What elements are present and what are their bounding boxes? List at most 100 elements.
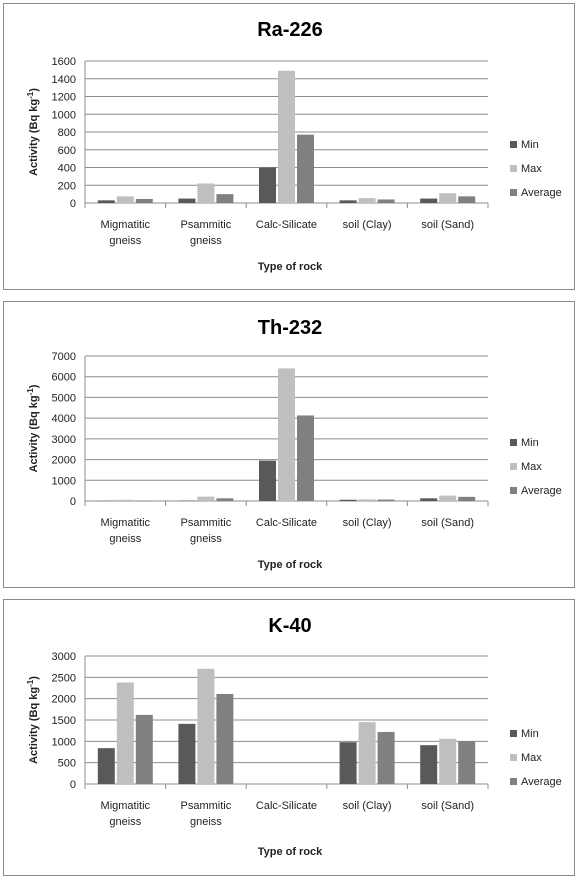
bar-min [339, 499, 357, 501]
bar-max [278, 368, 295, 501]
category-label: Migmatitic gneiss [101, 800, 151, 828]
legend-label-average: Average [521, 187, 562, 199]
y-tick-label: 7000 [52, 351, 76, 363]
bar-average [377, 499, 395, 501]
y-axis-title: Activity (Bq kg-1) [26, 384, 40, 472]
y-tick-label: 3000 [52, 651, 76, 663]
y-tick-label: 2000 [52, 455, 76, 467]
bar-average [458, 496, 476, 501]
legend-label-max: Max [521, 752, 542, 764]
y-tick-label: 1600 [52, 56, 76, 68]
bar-max [116, 499, 134, 501]
category-label: Psammitic gneiss [181, 800, 232, 828]
category-label: soil (Clay) [343, 219, 392, 231]
chart-svg-k40: K-40 0 500 1000 1500 2000 2500 3000 Migmatitic gn… [26, 615, 562, 858]
bar-max [439, 495, 457, 501]
category-label: Migmatitic gneiss [101, 219, 151, 247]
bar-average [297, 134, 314, 203]
category-label: soil (Sand) [421, 219, 474, 231]
chart-svg-th232: Th-232 0 1000 2000 3000 4000 5000 6000 7000 Migma… [26, 317, 562, 571]
x-axis-title: Type of rock [258, 846, 323, 858]
y-tick-label: 1500 [52, 715, 76, 727]
bar-min [178, 723, 196, 784]
y-axis-title: Activity (Bq kg-1) [26, 88, 40, 176]
bar-average [216, 693, 234, 784]
y-tick-label: 500 [58, 758, 76, 770]
bar-min [420, 198, 438, 203]
category-label: Psammitic gneiss [181, 219, 232, 247]
y-tick-label: 1000 [52, 475, 76, 487]
bar-max [116, 196, 134, 203]
y-tick-label: 600 [58, 145, 76, 157]
category-label: Calc-Silicate [256, 219, 317, 231]
bar-min [339, 200, 357, 203]
y-tick-label: 3000 [52, 434, 76, 446]
bar-average [297, 415, 314, 501]
legend-label-average: Average [521, 776, 562, 788]
bar-average [216, 194, 234, 203]
y-axis-title: Activity (Bq kg-1) [26, 676, 40, 764]
bar-min [420, 498, 438, 501]
bar-min [259, 460, 276, 501]
category-label: Psammitic gneiss [181, 517, 232, 545]
bar-average [458, 196, 476, 203]
bar-max [197, 496, 215, 501]
bar-average [377, 199, 395, 203]
bar-min [420, 745, 438, 784]
legend-label-min: Min [521, 728, 539, 740]
y-tick-label: 1000 [52, 109, 76, 121]
y-tick-label: 1400 [52, 74, 76, 86]
category-label: soil (Sand) [421, 517, 474, 529]
bar-max [358, 198, 376, 203]
bar-min [259, 167, 276, 203]
chart-title: Ra-226 [257, 19, 323, 41]
y-tick-label: 2500 [52, 672, 76, 684]
bar-min [178, 198, 196, 203]
bar-min [339, 742, 357, 784]
bar-max [116, 682, 134, 784]
chart-svg-ra226: Ra-226 0 200 400 600 800 1000 1200 1400 1600 Migma… [26, 19, 562, 273]
x-axis-title: Type of rock [258, 559, 323, 571]
bar-max [358, 722, 376, 784]
legend-swatch-average [510, 189, 517, 196]
bar-max [278, 70, 295, 203]
y-tick-label: 200 [58, 180, 76, 192]
category-label: Calc-Silicate [256, 800, 317, 812]
category-label: soil (Sand) [421, 800, 474, 812]
legend-swatch-average [510, 487, 517, 494]
x-axis-title: Type of rock [258, 261, 323, 273]
legend-swatch-min [510, 730, 517, 737]
bar-max [197, 668, 215, 784]
legend-label-min: Min [521, 437, 539, 449]
y-tick-label: 800 [58, 127, 76, 139]
bar-min [97, 748, 115, 784]
legend-label-max: Max [521, 461, 542, 473]
legend-swatch-average [510, 778, 517, 785]
category-label: soil (Clay) [343, 517, 392, 529]
bar-max [439, 738, 457, 784]
legend-swatch-max [510, 754, 517, 761]
bar-average [135, 199, 153, 203]
y-tick-label: 6000 [52, 372, 76, 384]
legend-swatch-max [510, 463, 517, 470]
legend-label-max: Max [521, 163, 542, 175]
y-tick-label: 1000 [52, 736, 76, 748]
y-tick-label: 0 [70, 496, 76, 508]
y-tick-label: 1200 [52, 92, 76, 104]
chart-title: K-40 [268, 615, 311, 637]
chart-panel-th232: Th-232 0 1000 2000 3000 4000 5000 6000 7000 Migma… [3, 301, 575, 588]
bar-max [197, 183, 215, 203]
category-label: soil (Clay) [343, 800, 392, 812]
y-tick-label: 0 [70, 198, 76, 210]
chart-panel-ra226: Ra-226 0 200 400 600 800 1000 1200 1400 1600 Migma… [3, 3, 575, 290]
category-label: Calc-Silicate [256, 517, 317, 529]
y-tick-label: 5000 [52, 392, 76, 404]
chart-title: Th-232 [258, 317, 322, 339]
chart-panel-k40: K-40 0 500 1000 1500 2000 2500 3000 Migmatitic gn… [3, 599, 575, 876]
bar-average [377, 731, 395, 784]
legend-swatch-min [510, 439, 517, 446]
y-tick-label: 400 [58, 163, 76, 175]
bar-max [358, 499, 376, 501]
legend-label-min: Min [521, 139, 539, 151]
y-tick-label: 2000 [52, 694, 76, 706]
